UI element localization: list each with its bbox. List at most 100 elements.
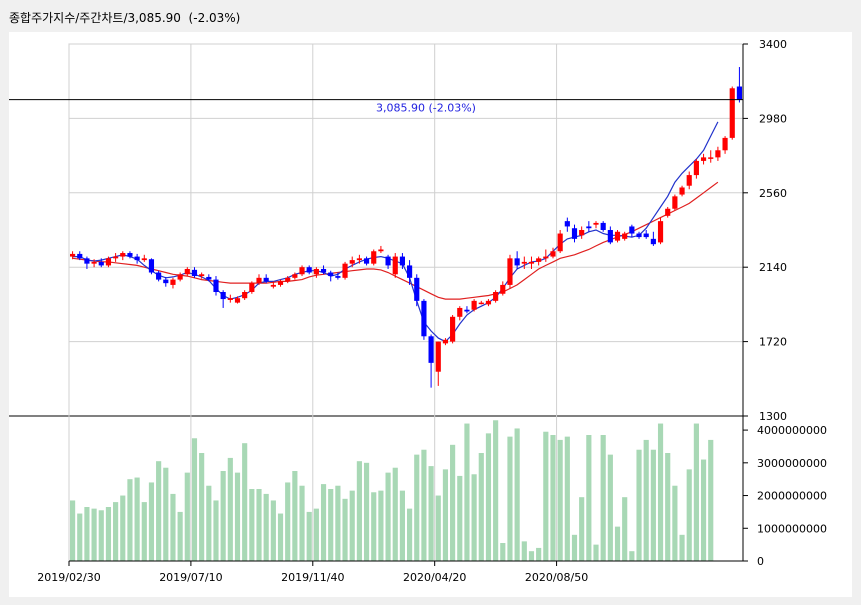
- volume-bar: [643, 439, 649, 561]
- volume-bar: [528, 551, 535, 561]
- volume-bar: [177, 511, 183, 561]
- candle-body: [471, 300, 477, 310]
- candle-body: [113, 256, 119, 259]
- candle-body: [378, 249, 384, 252]
- volume-bar: [313, 508, 319, 561]
- candle-body: [672, 196, 678, 209]
- volume-bar: [614, 526, 621, 561]
- date-axis-label: 2020/08/50: [525, 571, 588, 584]
- volume-bar: [665, 453, 671, 561]
- candle-body: [700, 157, 707, 161]
- candle-body: [371, 251, 377, 264]
- volume-bar: [156, 461, 162, 561]
- volume-bar: [227, 457, 233, 561]
- candlesticks: [70, 67, 742, 388]
- candle-body: [299, 267, 305, 275]
- candle-body: [349, 260, 355, 264]
- candle-body: [70, 253, 76, 257]
- candle-body: [385, 256, 391, 266]
- volume-bar: [622, 497, 628, 561]
- candle-body: [679, 187, 685, 195]
- candle-body: [148, 259, 155, 273]
- candle-body: [163, 279, 169, 284]
- volume-bar: [363, 462, 370, 561]
- volume-bar: [500, 543, 506, 561]
- candle-body: [557, 233, 563, 252]
- volume-bar: [256, 489, 262, 561]
- candle-body: [184, 268, 190, 275]
- candle-body: [313, 268, 319, 275]
- volume-bar: [342, 498, 348, 561]
- candle-body: [98, 261, 104, 266]
- volume-bar: [299, 485, 305, 561]
- candle-body: [715, 150, 721, 158]
- volume-bar: [450, 444, 456, 561]
- candle-body: [643, 233, 649, 238]
- current-price-label: 3,085.90 (-2.03%): [376, 102, 476, 115]
- date-axis-label: 2020/04/20: [403, 571, 466, 584]
- price-axis-label: 1300: [759, 410, 787, 423]
- volume-bar: [141, 502, 147, 561]
- candle-body: [356, 258, 362, 261]
- price-axis-label: 2140: [759, 261, 787, 274]
- volume-bar: [206, 485, 212, 561]
- volume-axis-label: 4000000000: [757, 424, 827, 437]
- volume-bar: [84, 507, 90, 561]
- volume-bar: [636, 449, 642, 561]
- candle-body: [285, 277, 291, 282]
- candle-body: [593, 222, 599, 225]
- moving-averages: [72, 121, 719, 343]
- candle-body: [342, 263, 348, 278]
- candle-body: [514, 258, 520, 266]
- volume-bars: [70, 420, 714, 561]
- volume-bar: [170, 493, 176, 561]
- volume-bar: [607, 454, 613, 561]
- volume-bar: [442, 469, 449, 561]
- candle-body: [736, 86, 742, 100]
- candle-body: [249, 283, 255, 292]
- volume-bar: [292, 471, 298, 561]
- volume-bar: [650, 449, 656, 561]
- candle-body: [665, 208, 671, 216]
- candle-body: [450, 316, 456, 342]
- candle-body: [622, 233, 628, 239]
- volume-bar: [507, 436, 513, 561]
- volume-bar: [77, 513, 83, 561]
- volume-bar: [399, 490, 405, 561]
- candle-body: [693, 160, 699, 176]
- candle-body: [306, 267, 312, 273]
- candle-body: [77, 253, 83, 259]
- candle-body: [407, 265, 413, 278]
- volume-bar: [148, 482, 155, 561]
- volume-bar: [557, 439, 563, 561]
- volume-bar: [457, 475, 463, 561]
- volume-bar: [199, 453, 205, 561]
- volume-bar: [371, 492, 377, 561]
- volume-bar: [277, 513, 284, 561]
- volume-bar: [693, 423, 699, 561]
- date-axis-label: 2019/02/30: [37, 571, 100, 584]
- date-axis-label: 2019/07/10: [159, 571, 222, 584]
- candle-body: [607, 230, 613, 243]
- candle-body: [227, 298, 233, 300]
- candle-body: [636, 233, 642, 238]
- volume-bar: [242, 443, 248, 561]
- candle-body: [485, 300, 492, 305]
- candle-body: [507, 258, 513, 285]
- candle-body: [105, 258, 112, 266]
- volume-bar: [320, 484, 327, 561]
- volume-bar: [657, 423, 664, 561]
- volume-bar: [672, 485, 678, 561]
- candle-body: [292, 274, 298, 278]
- candle-body: [586, 226, 592, 229]
- candle-body: [141, 258, 147, 261]
- volume-bar: [428, 466, 434, 561]
- candle-body: [220, 292, 226, 300]
- plot-frame: [68, 43, 744, 562]
- candle-body: [84, 258, 90, 264]
- axes: 3400 2980 2560 2140 1720 1300 2019/02/30 2019/0…: [9, 38, 827, 584]
- candle-body: [493, 292, 499, 301]
- volume-bar: [600, 435, 606, 561]
- candle-body: [543, 256, 549, 259]
- price-axis-label: 3400: [759, 38, 787, 51]
